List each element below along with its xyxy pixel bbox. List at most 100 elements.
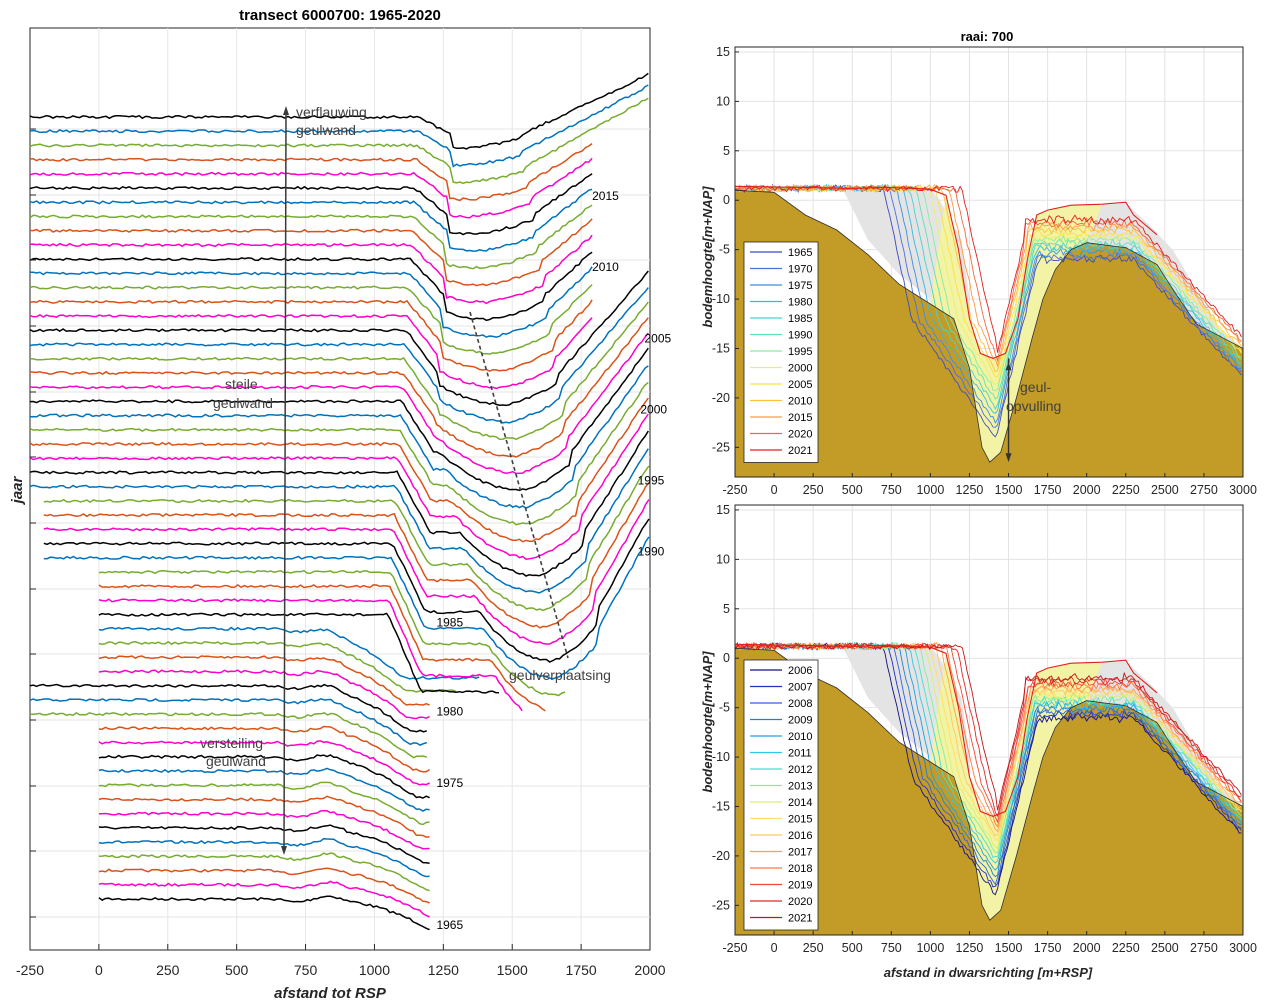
y-tick-label: 10	[716, 552, 730, 566]
bed-fill	[735, 648, 1243, 935]
profile-line-1985	[734, 183, 1242, 411]
profile-1992	[43, 482, 650, 629]
profile-1988	[98, 569, 566, 697]
bed-outline	[734, 647, 1244, 921]
legend-label-2016: 2016	[788, 830, 812, 842]
profile-1969	[98, 837, 430, 878]
latest-profile-outline	[734, 185, 1158, 359]
year-label-2005: 2005	[644, 331, 671, 345]
x-tick-label: 500	[842, 941, 863, 955]
x-tick-label: 500	[842, 483, 863, 497]
y-tick-label: -25	[712, 440, 730, 454]
year-label-1990: 1990	[638, 545, 665, 559]
profile-1973	[98, 781, 430, 826]
geul-annotation-line1: geul-	[1020, 379, 1051, 395]
year-label-1995: 1995	[638, 474, 665, 488]
legend-label-1970: 1970	[788, 264, 812, 276]
legend-label-2021: 2021	[788, 913, 812, 925]
legend-label-2010: 2010	[788, 731, 812, 743]
left-x-tick-label: 1750	[566, 962, 597, 978]
legend-label-2011: 2011	[788, 748, 812, 760]
left-x-tick-label: 2000	[634, 962, 665, 978]
y-tick-label: 10	[716, 94, 730, 108]
y-tick-label: 15	[716, 45, 730, 59]
left-profiles	[29, 72, 650, 931]
legend-label-1980: 1980	[788, 297, 812, 309]
infill-arrow-head-top	[1005, 362, 1012, 371]
profile-2010	[29, 251, 593, 322]
infill-arrow-head-bottom	[1005, 453, 1012, 463]
right-bottom-x-axis-label: afstand in dwarsrichting [m+RSP]	[884, 965, 1093, 980]
legend-label-2006: 2006	[788, 665, 812, 677]
x-tick-label: 2750	[1190, 941, 1218, 955]
profile-1974	[98, 767, 430, 812]
year-label-2010: 2010	[592, 260, 619, 274]
x-tick-label: 0	[771, 941, 778, 955]
annotation-top-line2: geulwand	[296, 122, 356, 138]
right-top-y-axis-label: bodemhoogte[m+NAP]	[700, 186, 715, 328]
annotation-middle-line1: steile	[225, 376, 258, 392]
profile-1971	[98, 809, 430, 850]
profile-1991	[43, 499, 650, 645]
left-chart-title: transect 6000700: 1965-2020	[239, 7, 441, 24]
legend-label-2014: 2014	[788, 797, 812, 809]
legend-label-1965: 1965	[788, 247, 812, 259]
profile-2008	[29, 284, 593, 355]
legend-label-2008: 2008	[788, 698, 812, 710]
left-x-tick-label: 1000	[359, 962, 390, 978]
year-label-1975: 1975	[436, 776, 463, 790]
profile-line-2017	[734, 642, 1242, 832]
profile-line-2019	[734, 642, 1242, 824]
profile-1970	[98, 824, 430, 865]
x-tick-label: 1500	[995, 483, 1023, 497]
profile-2013	[29, 204, 593, 270]
annotation-bottom-line1: versteiling	[200, 735, 263, 751]
y-tick-label: -15	[712, 341, 730, 355]
profile-1980	[29, 683, 428, 733]
profile-2003	[29, 301, 649, 441]
latest-profile-outline	[734, 643, 1158, 817]
profile-2009	[30, 266, 593, 338]
profile-2005	[29, 270, 649, 407]
legend-label-2020: 2020	[788, 429, 812, 441]
profile-line-2020	[734, 184, 1242, 363]
profile-1996	[29, 413, 649, 560]
year-label-1980: 1980	[436, 705, 463, 719]
x-tick-label: 2250	[1112, 483, 1140, 497]
x-tick-label: 1500	[995, 941, 1023, 955]
legend-label-1975: 1975	[788, 280, 812, 292]
x-tick-label: 1250	[956, 941, 984, 955]
year-label-2015: 2015	[592, 189, 619, 203]
profile-1967	[98, 867, 430, 904]
x-tick-label: 3000	[1229, 941, 1257, 955]
profile-1990	[43, 518, 650, 663]
profile-1999	[29, 365, 649, 509]
profile-1993	[43, 465, 650, 612]
y-tick-label: 5	[723, 144, 730, 158]
profile-1997	[29, 397, 649, 543]
profile-1968	[98, 852, 430, 892]
year-label-1965: 1965	[436, 918, 463, 932]
y-tick-label: -20	[712, 391, 730, 405]
vertical-arrow-line	[283, 111, 287, 851]
legend-label-2015: 2015	[788, 814, 812, 826]
profile-1972	[98, 795, 430, 838]
profile-2007	[29, 299, 593, 373]
left-x-tick-label: 1250	[428, 962, 459, 978]
y-tick-label: -20	[712, 849, 730, 863]
legend-label-2015: 2015	[788, 412, 812, 424]
x-tick-label: 1750	[1034, 941, 1062, 955]
profile-2017	[29, 142, 593, 202]
y-tick-label: -10	[712, 292, 730, 306]
bed-outline	[734, 189, 1244, 463]
y-tick-label: 0	[723, 193, 730, 207]
profile-2001	[29, 332, 649, 475]
left-y-axis-label: jaar	[9, 475, 26, 505]
profile-2020	[29, 72, 649, 150]
profile-2004	[29, 287, 649, 424]
year-label-2000: 2000	[640, 402, 667, 416]
legend-label-1990: 1990	[788, 330, 812, 342]
y-tick-label: -15	[712, 799, 730, 813]
channel-shift-dashed-line	[469, 311, 569, 659]
profile-2015	[29, 173, 593, 236]
